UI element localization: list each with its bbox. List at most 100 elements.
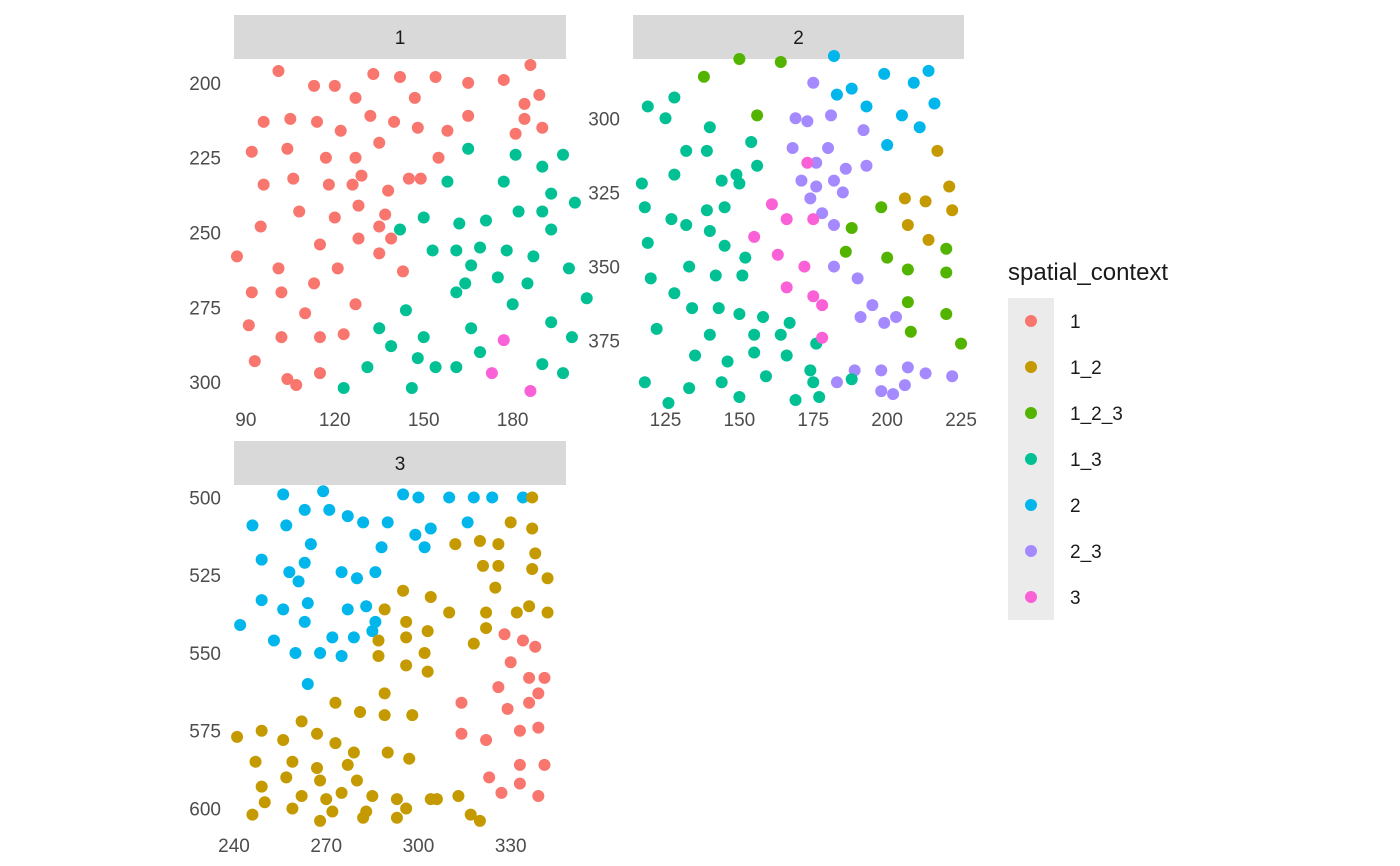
data-point [394, 70, 406, 83]
data-point [314, 774, 327, 787]
data-point [491, 271, 504, 284]
data-point [715, 174, 728, 187]
data-point [700, 144, 713, 157]
data-point [901, 296, 914, 309]
data-point [293, 205, 306, 218]
x-tick-label: 150 [724, 410, 756, 431]
data-point [349, 91, 362, 104]
data-point [317, 485, 330, 498]
data-point [700, 204, 713, 217]
data-point [337, 382, 350, 395]
data-point [813, 391, 826, 404]
data-point [650, 322, 663, 335]
data-point [804, 364, 817, 377]
data-point [825, 109, 838, 122]
data-point [518, 112, 531, 125]
legend-label: 1 [1070, 312, 1081, 333]
legend-label: 2 [1070, 496, 1081, 517]
data-point [429, 70, 442, 83]
data-point [323, 503, 336, 516]
data-point [334, 124, 347, 137]
data-point [443, 491, 456, 504]
data-point [295, 715, 308, 728]
data-point [455, 696, 468, 709]
data-point [314, 646, 327, 659]
data-point [301, 597, 314, 610]
data-point [875, 201, 888, 214]
data-point [878, 316, 891, 329]
data-point [390, 811, 403, 824]
data-point [326, 805, 339, 818]
data-point [280, 519, 293, 532]
data-point [272, 262, 285, 275]
data-point [641, 236, 654, 249]
facet-strip [633, 15, 964, 59]
data-point [524, 58, 537, 71]
data-point [328, 79, 341, 92]
data-point [280, 771, 293, 784]
y-tick-label: 350 [588, 258, 620, 279]
data-point [898, 192, 911, 205]
data-point [822, 141, 835, 154]
data-point [450, 286, 463, 299]
data-point [281, 373, 294, 386]
data-point [940, 266, 953, 279]
data-point [341, 603, 354, 616]
data-point [360, 600, 373, 613]
x-tick-label: 175 [797, 410, 829, 431]
data-point [399, 304, 412, 317]
data-point [827, 219, 840, 232]
data-point [372, 634, 385, 647]
data-point [272, 64, 285, 77]
data-point [284, 112, 297, 125]
data-point [424, 590, 437, 603]
data-point [464, 808, 477, 821]
data-point [337, 328, 350, 341]
data-point [946, 204, 959, 217]
data-point [366, 790, 379, 803]
data-point [299, 307, 312, 320]
data-point [473, 814, 486, 827]
data-point [836, 186, 849, 199]
data-point [424, 522, 437, 535]
data-point [231, 730, 244, 743]
data-point [709, 269, 722, 282]
data-point [635, 177, 648, 190]
data-point [904, 325, 917, 338]
data-point [328, 211, 341, 224]
data-point [536, 160, 549, 173]
data-point [426, 244, 439, 257]
data-point [827, 260, 840, 273]
data-point [895, 109, 908, 122]
data-point [907, 76, 920, 89]
data-point [301, 678, 314, 691]
data-point [357, 811, 370, 824]
data-point [816, 207, 829, 220]
data-point [680, 144, 693, 157]
data-point [518, 97, 531, 110]
data-point [430, 793, 443, 806]
data-point [245, 286, 258, 299]
data-point [860, 159, 873, 172]
data-point [922, 64, 935, 77]
data-point [275, 331, 288, 344]
legend-key [1025, 545, 1037, 557]
data-point [319, 151, 332, 164]
data-point [255, 724, 268, 737]
data-point [381, 746, 394, 759]
data-point [759, 370, 772, 383]
data-point [400, 659, 413, 672]
data-point [402, 172, 415, 185]
data-point [786, 141, 799, 154]
data-point [388, 115, 401, 128]
data-point [397, 584, 410, 597]
data-point [311, 727, 323, 740]
data-point [875, 364, 888, 377]
y-tick-label: 500 [189, 488, 221, 509]
data-point [462, 142, 475, 155]
data-point [462, 109, 475, 122]
data-point [352, 232, 365, 245]
data-point [638, 201, 651, 214]
data-point [452, 790, 465, 803]
